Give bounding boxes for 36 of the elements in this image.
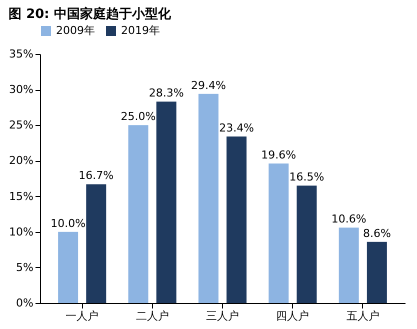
- x-tick-label: 四人户: [276, 310, 310, 322]
- bar: [156, 102, 176, 303]
- bar: [338, 228, 359, 303]
- y-tick-label: 15%: [9, 190, 34, 203]
- x-tick-label: 五人户: [346, 310, 380, 322]
- data-label: 29.4%: [190, 78, 226, 92]
- bar: [296, 186, 317, 303]
- legend-label: 2009年: [56, 24, 95, 37]
- bar: [58, 232, 78, 303]
- data-label: 16.5%: [289, 170, 324, 184]
- y-tick-label: 20%: [9, 154, 34, 168]
- y-tick-label: 0%: [16, 296, 34, 310]
- y-tick-label: 35%: [9, 48, 34, 60]
- data-label: 10.6%: [331, 212, 366, 226]
- y-tick-label: 25%: [9, 118, 34, 132]
- bar: [86, 184, 106, 303]
- data-label: 8.6%: [362, 226, 391, 240]
- data-label: 28.3%: [148, 86, 184, 100]
- x-tick-label: 一人户: [66, 310, 99, 322]
- bar: [366, 242, 387, 303]
- data-label: 23.4%: [219, 122, 254, 135]
- bar: [198, 94, 218, 303]
- chart-title: 图 20: 中国家庭趋于小型化: [8, 6, 172, 22]
- y-tick-label: 30%: [9, 83, 34, 96]
- bar: [226, 136, 247, 303]
- bar: [268, 164, 289, 303]
- x-tick-label: 三人户: [206, 310, 239, 322]
- x-tick-label: 二人户: [136, 310, 169, 322]
- data-label: 16.7%: [78, 169, 114, 182]
- data-label: 25.0%: [120, 110, 156, 124]
- bar: [128, 125, 148, 303]
- y-tick-label: 5%: [16, 260, 34, 274]
- data-label: 19.6%: [261, 148, 296, 162]
- legend-label: 2019年: [121, 24, 160, 37]
- data-label: 10.0%: [50, 216, 86, 230]
- y-tick-label: 10%: [9, 225, 34, 238]
